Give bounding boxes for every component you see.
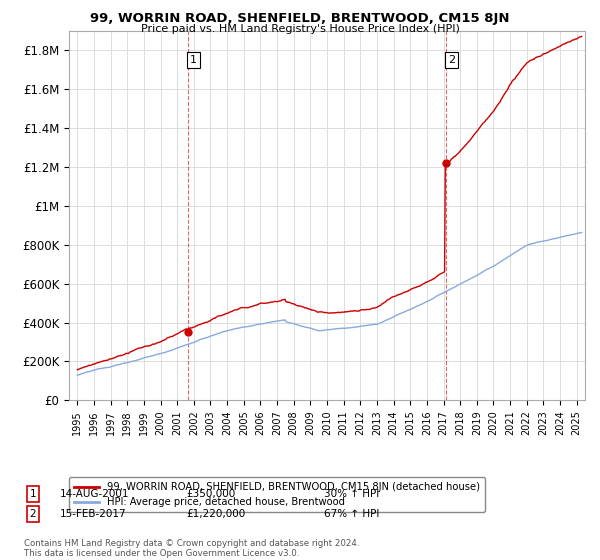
Text: 2: 2 [29, 509, 37, 519]
Text: Contains HM Land Registry data © Crown copyright and database right 2024.
This d: Contains HM Land Registry data © Crown c… [24, 539, 359, 558]
Text: 15-FEB-2017: 15-FEB-2017 [60, 509, 127, 519]
Text: £350,000: £350,000 [186, 489, 235, 499]
Text: Price paid vs. HM Land Registry's House Price Index (HPI): Price paid vs. HM Land Registry's House … [140, 24, 460, 34]
Text: 14-AUG-2001: 14-AUG-2001 [60, 489, 130, 499]
Text: £1,220,000: £1,220,000 [186, 509, 245, 519]
Point [441, 158, 451, 167]
Text: 1: 1 [190, 55, 197, 65]
Point [183, 328, 193, 337]
Text: 1: 1 [29, 489, 37, 499]
Text: 30% ↑ HPI: 30% ↑ HPI [324, 489, 379, 499]
Text: 2: 2 [448, 55, 455, 65]
Text: 99, WORRIN ROAD, SHENFIELD, BRENTWOOD, CM15 8JN: 99, WORRIN ROAD, SHENFIELD, BRENTWOOD, C… [90, 12, 510, 25]
Text: 67% ↑ HPI: 67% ↑ HPI [324, 509, 379, 519]
Legend: 99, WORRIN ROAD, SHENFIELD, BRENTWOOD, CM15 8JN (detached house), HPI: Average p: 99, WORRIN ROAD, SHENFIELD, BRENTWOOD, C… [69, 478, 485, 512]
